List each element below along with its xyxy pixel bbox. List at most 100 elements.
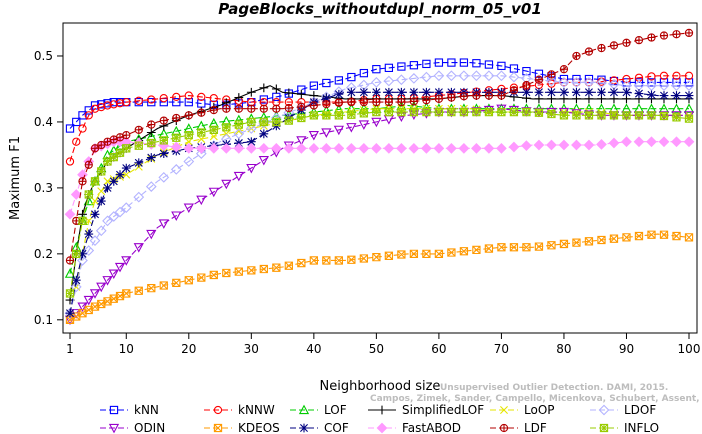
series-point-odin bbox=[321, 128, 332, 138]
series-point-ldof bbox=[483, 70, 495, 82]
series-point-kdeos bbox=[622, 233, 631, 242]
series-point-ldf bbox=[659, 31, 669, 40]
series-point-cof bbox=[371, 87, 381, 97]
series-point-inflo bbox=[72, 249, 81, 259]
series-point-cof bbox=[115, 170, 125, 180]
legend: kNN kNNW LOF SimplifiedLOF LoOP LDOF ODIN KDEOS… bbox=[100, 403, 659, 434]
series-point-fastabod bbox=[458, 142, 470, 154]
series-point-ldf bbox=[572, 51, 581, 61]
series-point-odin bbox=[358, 120, 369, 130]
legend-label: ODIN bbox=[134, 421, 165, 434]
series-point-fastabod bbox=[396, 142, 407, 154]
series-point-odin bbox=[308, 130, 319, 141]
legend-item-ldof: LDOF bbox=[590, 403, 656, 417]
series-point-ldof bbox=[370, 76, 382, 88]
series-point-simplifiedlof bbox=[271, 84, 281, 94]
series-line-odin bbox=[69, 108, 689, 321]
series-point-ldof bbox=[245, 123, 257, 134]
legend-label: LDOF bbox=[624, 403, 656, 417]
series-point-inflo bbox=[409, 107, 419, 117]
series-point-cof bbox=[622, 87, 631, 97]
series-point-loop bbox=[184, 137, 193, 146]
series-point-fastabod bbox=[433, 142, 445, 154]
series-point-kdeos bbox=[572, 238, 581, 247]
series-point-inflo bbox=[447, 107, 456, 117]
series-point-ldof bbox=[433, 70, 445, 82]
series-point-fastabod bbox=[320, 142, 332, 154]
series-point-inflo bbox=[97, 167, 106, 176]
series-point-ldf bbox=[272, 104, 281, 113]
series-layer bbox=[64, 28, 695, 326]
series-point-fastabod bbox=[233, 142, 245, 154]
series-point-cof bbox=[84, 229, 94, 239]
legend-label: INFLO bbox=[624, 421, 659, 434]
series-point-fastabod bbox=[333, 142, 345, 154]
series-point-knn bbox=[384, 63, 394, 73]
legend-label: FastABOD bbox=[402, 421, 461, 434]
series-point-simplifiedlof bbox=[234, 93, 244, 102]
series-point-inflo bbox=[572, 111, 581, 120]
series-point-cof bbox=[384, 87, 394, 97]
series-point-fastabod bbox=[508, 141, 520, 153]
series-point-odin bbox=[171, 211, 182, 221]
series-point-odin bbox=[296, 136, 307, 146]
series-point-cof bbox=[121, 163, 131, 173]
series-point-inflo bbox=[509, 107, 519, 117]
series-point-odin bbox=[333, 125, 344, 136]
x-tick-label: 60 bbox=[431, 342, 446, 356]
series-point-kdeos bbox=[297, 258, 306, 268]
series-point-ldof bbox=[658, 80, 670, 92]
series-point-ldf bbox=[147, 120, 156, 129]
series-point-odin bbox=[183, 203, 194, 214]
series-point-inflo bbox=[422, 107, 431, 117]
legend-marker bbox=[500, 406, 508, 414]
series-point-knn bbox=[78, 111, 87, 120]
series-point-knnw bbox=[134, 96, 143, 105]
series-point-ldf bbox=[297, 102, 306, 111]
series-point-ldf bbox=[497, 91, 506, 100]
series-point-ldf bbox=[372, 98, 381, 107]
series-point-fastabod bbox=[583, 139, 595, 151]
series-point-kdeos bbox=[172, 278, 181, 288]
series-point-kdeos bbox=[197, 273, 206, 282]
series-point-cof bbox=[584, 87, 594, 97]
legend-label: kNNW bbox=[238, 403, 275, 417]
series-point-inflo bbox=[247, 117, 256, 127]
series-point-fastabod bbox=[64, 208, 76, 220]
series-point-ldf bbox=[322, 99, 331, 109]
series-point-kdeos bbox=[484, 244, 494, 253]
series-point-knn bbox=[522, 66, 531, 76]
series-point-ldof bbox=[583, 76, 595, 88]
series-point-inflo bbox=[222, 123, 231, 132]
series-point-kdeos bbox=[422, 249, 431, 259]
series-point-inflo bbox=[159, 136, 168, 145]
series-point-cof bbox=[396, 87, 406, 97]
series-point-knnw bbox=[672, 71, 681, 80]
series-point-ldof bbox=[183, 156, 195, 167]
series-point-ldof bbox=[120, 202, 132, 214]
series-point-inflo bbox=[65, 289, 75, 298]
series-point-knn bbox=[65, 124, 75, 133]
series-point-inflo bbox=[534, 108, 544, 117]
series-point-knnw bbox=[72, 137, 81, 146]
series-point-ldof bbox=[77, 255, 88, 266]
series-point-knnw bbox=[684, 71, 694, 80]
watermark-line-2: Campos, Zimek, Sander, Campello, Micenko… bbox=[370, 394, 702, 404]
series-point-kdeos bbox=[359, 254, 369, 263]
series-point-fastabod bbox=[671, 136, 682, 148]
series-point-knn bbox=[322, 78, 331, 88]
plot-frame bbox=[62, 22, 698, 334]
series-point-knnw bbox=[547, 79, 556, 88]
legend-item-knn: kNN bbox=[100, 403, 159, 417]
series-point-kdeos bbox=[247, 266, 256, 275]
series-point-fastabod bbox=[208, 142, 220, 154]
series-point-inflo bbox=[78, 216, 87, 226]
series-point-odin bbox=[221, 179, 232, 190]
legend-item-inflo: INFLO bbox=[590, 421, 659, 434]
series-point-ldf bbox=[484, 91, 494, 100]
series-point-ldof bbox=[446, 70, 457, 82]
series-point-ldf bbox=[97, 140, 106, 150]
series-point-fastabod bbox=[345, 142, 357, 154]
series-point-kdeos bbox=[347, 255, 356, 264]
series-ldof bbox=[64, 70, 695, 319]
